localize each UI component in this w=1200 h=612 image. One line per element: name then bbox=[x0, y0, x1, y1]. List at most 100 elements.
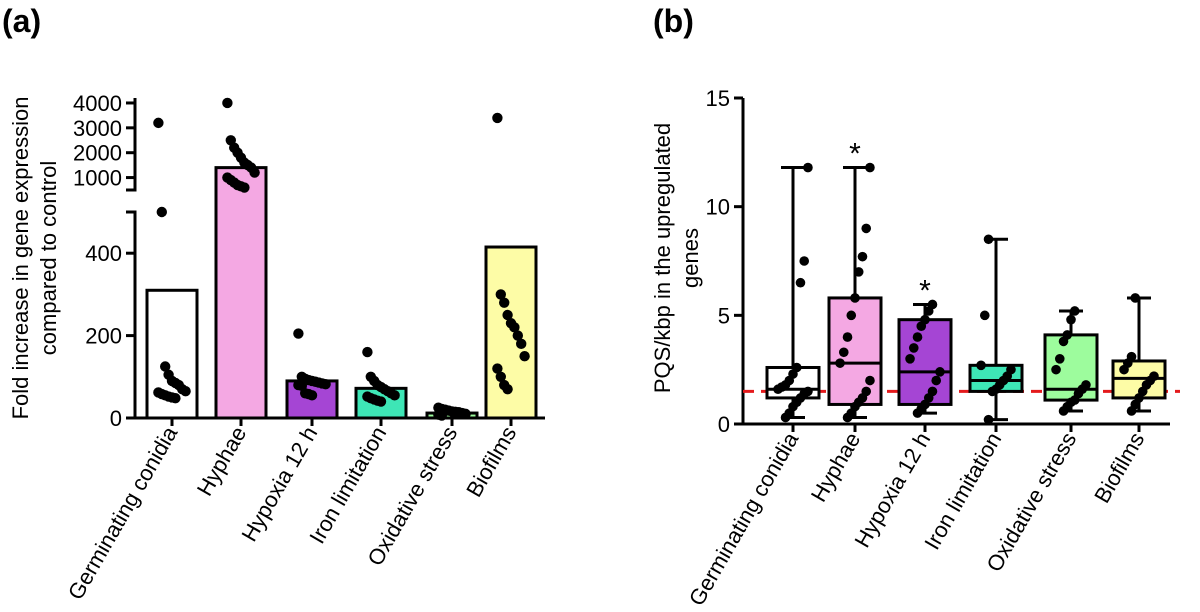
panel-b-category-label: Iron limitation bbox=[919, 428, 1006, 554]
panel-b-data-point bbox=[927, 299, 938, 310]
panel-a-data-point bbox=[502, 383, 513, 395]
panel-a-y-tick-label: 4000 bbox=[73, 91, 122, 116]
panel-b-data-point bbox=[1126, 351, 1137, 362]
panel-a-y-tick-label: 1000 bbox=[73, 166, 122, 191]
panel-b-data-point bbox=[908, 343, 919, 353]
panel-a-data-point bbox=[293, 328, 304, 339]
panel-b-significance-star: * bbox=[849, 138, 861, 171]
panel-a-y-tick-label: 200 bbox=[85, 324, 122, 349]
panel-b-data-point bbox=[927, 386, 938, 397]
panel-b-data-point bbox=[1006, 364, 1016, 375]
panel-a-data-point bbox=[495, 371, 506, 382]
panel-a-data-point bbox=[492, 363, 503, 374]
panel-b-category-label: Germinating conidia bbox=[684, 427, 804, 610]
panel-b-data-point bbox=[983, 414, 994, 425]
panel-b-data-point bbox=[850, 293, 860, 303]
panel-a-data-point bbox=[436, 410, 447, 421]
panel-b-y-title-line2: genes bbox=[678, 228, 703, 288]
panel-a: (a) Fold increase in gene expression com… bbox=[2, 3, 545, 604]
panel-b-data-point bbox=[861, 386, 872, 397]
panel-b-data-point bbox=[1054, 354, 1065, 364]
panel-b-data-point bbox=[846, 310, 857, 321]
panel-b-data-point bbox=[865, 162, 875, 173]
panel-b-data-point bbox=[803, 386, 813, 397]
panel-a-data-point bbox=[160, 361, 171, 372]
panel-b-points bbox=[773, 162, 1159, 425]
panel-a-data-point bbox=[239, 182, 250, 193]
panel-b-data-point bbox=[853, 267, 864, 277]
panel-b-axes: 0 5 10 15 bbox=[706, 86, 1170, 437]
panel-a-category-label: Germinating conidia bbox=[63, 421, 183, 604]
panel-a-category-label: Hyphae bbox=[192, 422, 252, 500]
panel-a-data-point bbox=[509, 322, 520, 333]
panel-a-category-label: Biofilms bbox=[461, 422, 521, 501]
panel-a-y-tick-label: 2000 bbox=[73, 141, 122, 166]
panel-b-data-point bbox=[857, 251, 868, 262]
panel-a-bar bbox=[214, 166, 268, 420]
panel-a-data-point bbox=[389, 390, 400, 401]
panel-b-data-point bbox=[920, 314, 930, 325]
panel-b-data-point bbox=[803, 162, 813, 173]
panel-b-data-point bbox=[1081, 380, 1091, 390]
panel-a-data-point bbox=[362, 346, 373, 358]
panel-b-data-point bbox=[976, 360, 986, 371]
panel-a-data-point bbox=[492, 112, 503, 124]
panel-b-data-point bbox=[1069, 306, 1080, 316]
panel-b-data-point bbox=[1066, 314, 1076, 325]
panel-a-label: (a) bbox=[2, 3, 41, 39]
panel-a-data-point bbox=[375, 396, 387, 407]
panel-b-data-point bbox=[912, 332, 923, 342]
panel-a-y-tick-label: 400 bbox=[85, 241, 122, 266]
panel-b-label: (b) bbox=[653, 3, 694, 39]
panel-b-y-tick-label: 0 bbox=[718, 412, 730, 437]
panel-b-data-point bbox=[865, 375, 875, 386]
panel-a-data-point bbox=[512, 330, 523, 341]
panel-b-data-point bbox=[838, 347, 849, 358]
panel-a-points bbox=[153, 97, 530, 421]
panel-b-y-title-line1: PQS/kbp in the upregulated bbox=[650, 123, 675, 393]
panel-b-data-point bbox=[979, 310, 990, 321]
panel-b-data-point bbox=[983, 234, 994, 245]
panel-a-data-point bbox=[460, 408, 471, 420]
panel-b-data-point bbox=[935, 367, 945, 377]
panel-a-data-point bbox=[156, 206, 167, 218]
panel-a-data-point bbox=[495, 289, 506, 300]
panel-a-y-tick-label: 0 bbox=[110, 406, 122, 431]
panel-a-data-point bbox=[249, 167, 260, 178]
panel-a-y-title-line1: Fold increase in gene expression bbox=[8, 97, 33, 420]
panel-b-significance: ** bbox=[849, 138, 931, 308]
panel-b-data-point bbox=[1051, 364, 1061, 375]
panel-b-data-point bbox=[795, 277, 806, 288]
panel-b-data-point bbox=[835, 358, 845, 368]
panel-b-data-point bbox=[1130, 293, 1141, 303]
panel-a-data-point bbox=[502, 309, 513, 321]
panel-b-y-tick-label: 10 bbox=[706, 195, 730, 220]
panel-b-data-point bbox=[861, 223, 872, 234]
panel-a-data-point bbox=[320, 379, 331, 390]
panel-b-data-point bbox=[791, 362, 802, 373]
panel-b: (b) PQS/kbp in the upregulated genes 0 5 1… bbox=[650, 3, 1180, 610]
panel-b-y-tick-label: 5 bbox=[718, 303, 730, 328]
panel-a-data-point bbox=[170, 393, 181, 404]
panel-b-category-label: Hypoxia 12 h bbox=[849, 428, 935, 552]
panel-a-data-point bbox=[499, 297, 510, 308]
panel-a-data-point bbox=[222, 97, 233, 109]
panel-b-data-point bbox=[1062, 330, 1073, 340]
panel-a-data-point bbox=[153, 117, 164, 129]
panel-b-category-label: Biofilms bbox=[1089, 428, 1149, 507]
panel-a-bars bbox=[145, 166, 538, 420]
panel-b-data-point bbox=[1149, 371, 1159, 381]
panel-b-data-point bbox=[842, 332, 853, 342]
panel-b-category-label: Hyphae bbox=[806, 428, 866, 506]
panel-a-data-point bbox=[516, 338, 527, 350]
panel-b-data-point bbox=[931, 375, 942, 386]
panel-b-data-point bbox=[799, 256, 810, 266]
panel-b-y-axis-title: PQS/kbp in the upregulated genes bbox=[650, 123, 703, 393]
panel-a-data-point bbox=[306, 390, 318, 401]
panel-b-boxes bbox=[765, 166, 1167, 422]
panel-a-data-point bbox=[519, 351, 530, 362]
